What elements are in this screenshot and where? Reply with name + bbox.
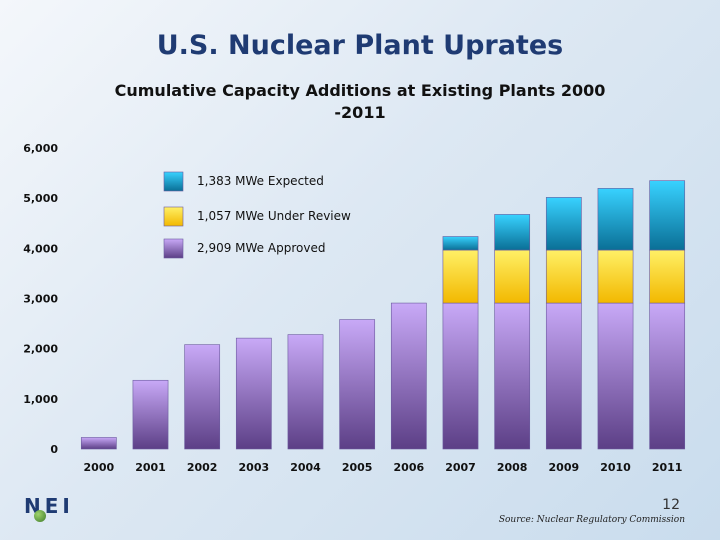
- bar-1-057-mwe-under-review-2011: [649, 249, 686, 304]
- x-tick-label: 2002: [187, 461, 218, 474]
- x-tick-label: 2009: [549, 461, 580, 474]
- x-tick-label: 2001: [135, 461, 166, 474]
- bar-2-909-mwe-approved-2010: [597, 302, 634, 450]
- bar-2-909-mwe-approved-2001: [132, 379, 169, 450]
- legend-swatch-1-383-mwe-expected: [163, 171, 184, 192]
- y-tick-label: 2,000: [23, 343, 58, 356]
- bar-2-909-mwe-approved-2011: [649, 302, 686, 450]
- y-tick-label: 3,000: [23, 293, 58, 306]
- bar-1-057-mwe-under-review-2010: [597, 249, 634, 304]
- x-tick-label: 2011: [652, 461, 683, 474]
- bar-2-909-mwe-approved-2006: [390, 302, 427, 450]
- bar-2-909-mwe-approved-2005: [339, 319, 376, 450]
- x-tick-label: 2000: [84, 461, 115, 474]
- x-tick-label: 2006: [394, 461, 425, 474]
- chart-subtitle-line-1: Cumulative Capacity Additions at Existin…: [114, 81, 606, 100]
- x-tick-label: 2003: [239, 461, 270, 474]
- chart-subtitle: Cumulative Capacity Additions at Existin…: [100, 80, 620, 124]
- y-tick-label: 0: [50, 443, 58, 456]
- bar-2-909-mwe-approved-2008: [494, 302, 531, 450]
- page-number: 12: [662, 497, 680, 513]
- page-title: U.S. Nuclear Plant Uprates: [156, 30, 564, 61]
- bar-1-383-mwe-expected-2011: [649, 180, 686, 251]
- y-tick-label: 6,000: [23, 142, 58, 155]
- x-tick-label: 2005: [342, 461, 373, 474]
- bar-1-057-mwe-under-review-2009: [545, 249, 582, 304]
- bar-1-383-mwe-expected-2010: [597, 188, 634, 251]
- y-tick-label: 5,000: [23, 192, 58, 205]
- x-tick-label: 2008: [497, 461, 528, 474]
- legend-swatch-2-909-mwe-approved: [163, 238, 184, 259]
- logo-globe-icon: [34, 510, 46, 522]
- legend-label-1-057-mwe-under-review: 1,057 MWe Under Review: [197, 209, 351, 223]
- bar-2-909-mwe-approved-2004: [287, 334, 324, 450]
- bar-1-383-mwe-expected-2008: [494, 214, 531, 251]
- chart-subtitle-line-2: -2011: [334, 103, 386, 122]
- bar-1-383-mwe-expected-2007: [442, 236, 479, 251]
- source-note: Source: Nuclear Regulatory Commission: [498, 515, 685, 525]
- legend-label-1-383-mwe-expected: 1,383 MWe Expected: [197, 174, 324, 188]
- bar-2-909-mwe-approved-2000: [80, 437, 117, 450]
- bar-1-057-mwe-under-review-2007: [442, 249, 479, 304]
- y-tick-label: 4,000: [23, 242, 58, 255]
- bar-2-909-mwe-approved-2003: [235, 337, 272, 450]
- bar-2-909-mwe-approved-2007: [442, 302, 479, 450]
- bar-1-383-mwe-expected-2009: [545, 197, 582, 251]
- bar-1-057-mwe-under-review-2008: [494, 249, 531, 304]
- nei-logo: NEI: [24, 494, 74, 518]
- bar-2-909-mwe-approved-2002: [184, 344, 221, 450]
- bar-2-909-mwe-approved-2009: [545, 302, 582, 450]
- x-tick-label: 2004: [290, 461, 321, 474]
- x-tick-label: 2007: [445, 461, 476, 474]
- x-tick-label: 2010: [600, 461, 631, 474]
- y-tick-label: 1,000: [23, 393, 58, 406]
- legend-swatch-1-057-mwe-under-review: [163, 206, 184, 227]
- legend-label-2-909-mwe-approved: 2,909 MWe Approved: [197, 241, 325, 255]
